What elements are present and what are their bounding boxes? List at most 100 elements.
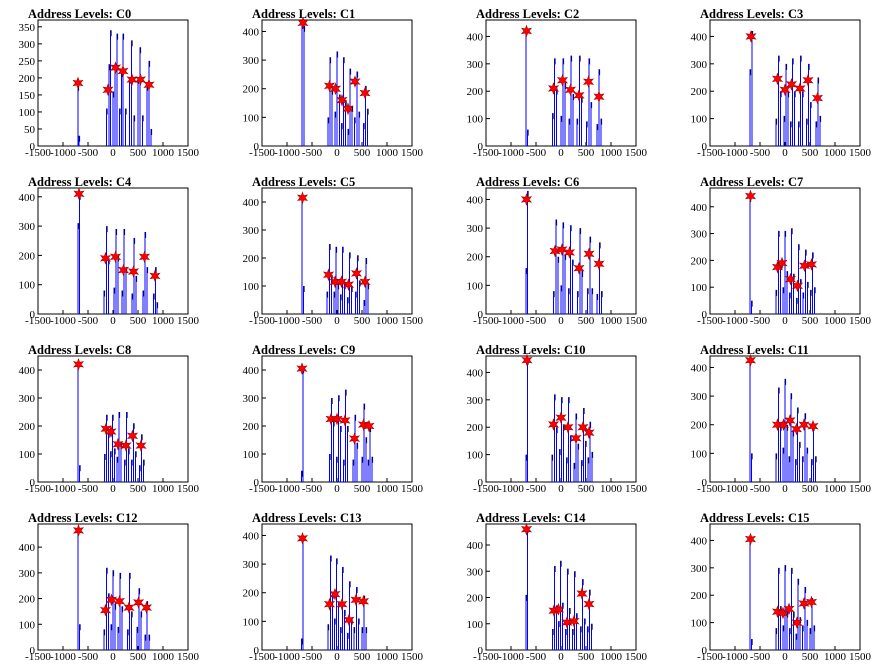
chart-panel-4: Address Levels: C4 0 100 200 300 400 -1500 -100… [0, 168, 224, 336]
peak-marker [336, 93, 348, 107]
chart-panel-11: Address Levels: C11 0 100 200 300 400 -1500 -10… [672, 336, 896, 504]
x-tick-label: 0 [782, 147, 788, 159]
x-tick-label: 1500 [625, 147, 648, 159]
x-tick-label: 1000 [376, 315, 399, 327]
peak-marker [331, 412, 343, 426]
x-tick-label: -1000 [722, 651, 748, 663]
peak-marker [779, 83, 791, 97]
y-tick-label: 200 [19, 250, 36, 262]
y-tick-label: 300 [243, 55, 260, 67]
peak-marker [342, 278, 355, 292]
x-tick-label: 0 [334, 315, 340, 327]
y-tick-label: 300 [467, 59, 484, 71]
x-tick-label: -1500 [25, 315, 51, 327]
y-tick-label: 400 [467, 194, 484, 206]
x-tick-label: -1500 [697, 315, 723, 327]
chart-svg-6: Address Levels: C6 0 100 200 300 400 -1500 -100… [467, 175, 648, 327]
peak-marker [520, 24, 533, 38]
peak-marker [776, 256, 788, 270]
chart-svg-5: Address Levels: C5 0 100 200 300 400 -1500 -100… [243, 175, 424, 327]
peak-marker [140, 601, 153, 615]
peak-marker [329, 587, 341, 601]
chart-panel-8: Address Levels: C8 0 100 200 300 400 -1500 -100… [0, 336, 224, 504]
x-tick-label: 0 [782, 483, 788, 495]
peak-marker [342, 102, 354, 116]
peak-marker [343, 613, 355, 627]
y-tick-label: 200 [243, 84, 260, 96]
x-tick-label: 500 [130, 651, 147, 663]
chart-panel-6: Address Levels: C6 0 100 200 300 400 -1500 -100… [448, 168, 672, 336]
x-tick-label: 500 [354, 315, 371, 327]
peak-marker [109, 250, 122, 264]
y-tick-label: 150 [19, 90, 36, 102]
y-tick-label: 300 [19, 568, 36, 580]
peak-marker [771, 72, 784, 86]
x-tick-label: 500 [802, 315, 819, 327]
x-tick-label: 1000 [376, 651, 399, 663]
y-tick-label: 400 [467, 31, 484, 43]
y-tick-label: 400 [691, 362, 708, 374]
y-tick-label: 0 [254, 141, 260, 153]
peak-marker [126, 429, 139, 443]
peak-marker [794, 82, 806, 95]
peak-marker [556, 73, 569, 87]
x-tick-label: -500 [526, 483, 547, 495]
y-tick-label: 200 [691, 590, 708, 602]
chart-panel-9: Address Levels: C9 0 100 200 300 400 -1500 -100… [224, 336, 448, 504]
x-tick-label: -1000 [274, 315, 300, 327]
y-tick-label: 400 [243, 365, 260, 377]
peak-marker [349, 75, 361, 89]
y-tick-label: 400 [19, 365, 36, 377]
y-tick-label: 100 [691, 282, 708, 294]
peak-marker [350, 593, 362, 607]
peak-marker [552, 602, 565, 616]
chart-svg-14: Address Levels: C14 0 100 200 300 400 -1500 -10… [467, 511, 648, 663]
peak-marker [296, 531, 309, 545]
y-tick-label: 0 [30, 309, 36, 321]
peak-marker [357, 594, 370, 608]
peak-marker [563, 245, 576, 259]
peak-marker [323, 79, 336, 93]
peak-marker [336, 597, 348, 611]
chart-svg-12: Address Levels: C12 0 100 200 300 400 -1500 -10… [19, 511, 200, 663]
peak-marker [117, 263, 130, 277]
y-tick-label: 0 [702, 477, 708, 489]
x-tick-label: -1500 [697, 483, 723, 495]
y-tick-label: 200 [243, 253, 260, 265]
x-tick-label: -500 [526, 315, 547, 327]
x-tick-label: 0 [558, 147, 564, 159]
chart-title: Address Levels: C5 [252, 175, 355, 189]
peak-marker [582, 75, 595, 88]
x-tick-label: -1000 [50, 147, 76, 159]
peak-marker [102, 83, 114, 97]
x-tick-label: -1000 [274, 651, 300, 663]
x-tick-label: 0 [334, 147, 340, 159]
x-tick-label: 500 [130, 315, 147, 327]
y-tick-label: 400 [243, 26, 260, 38]
y-tick-label: 100 [691, 114, 708, 126]
peak-marker [132, 595, 145, 609]
x-tick-label: 0 [558, 315, 564, 327]
x-tick-label: -500 [750, 483, 771, 495]
x-tick-label: -1500 [25, 651, 51, 663]
chart-panel-2: Address Levels: C2 0 100 200 300 400 -1500 -100… [448, 0, 672, 168]
x-tick-label: -500 [750, 651, 771, 663]
peak-marker [583, 597, 595, 611]
peak-marker [72, 357, 85, 371]
y-tick-label: 250 [19, 56, 36, 68]
y-tick-label: 100 [243, 616, 260, 628]
y-tick-label: 100 [19, 280, 36, 292]
x-tick-label: 0 [782, 651, 788, 663]
x-tick-label: 500 [578, 147, 595, 159]
x-tick-label: 500 [354, 147, 371, 159]
y-tick-label: 300 [691, 229, 708, 241]
x-tick-label: -500 [302, 651, 323, 663]
x-tick-label: 500 [802, 483, 819, 495]
y-tick-label: 300 [467, 566, 484, 578]
y-tick-label: 0 [478, 141, 484, 153]
x-tick-label: 0 [334, 483, 340, 495]
y-tick-label: 100 [691, 618, 708, 630]
peak-marker [573, 88, 585, 102]
y-tick-label: 300 [243, 393, 260, 405]
y-tick-label: 300 [467, 223, 484, 235]
